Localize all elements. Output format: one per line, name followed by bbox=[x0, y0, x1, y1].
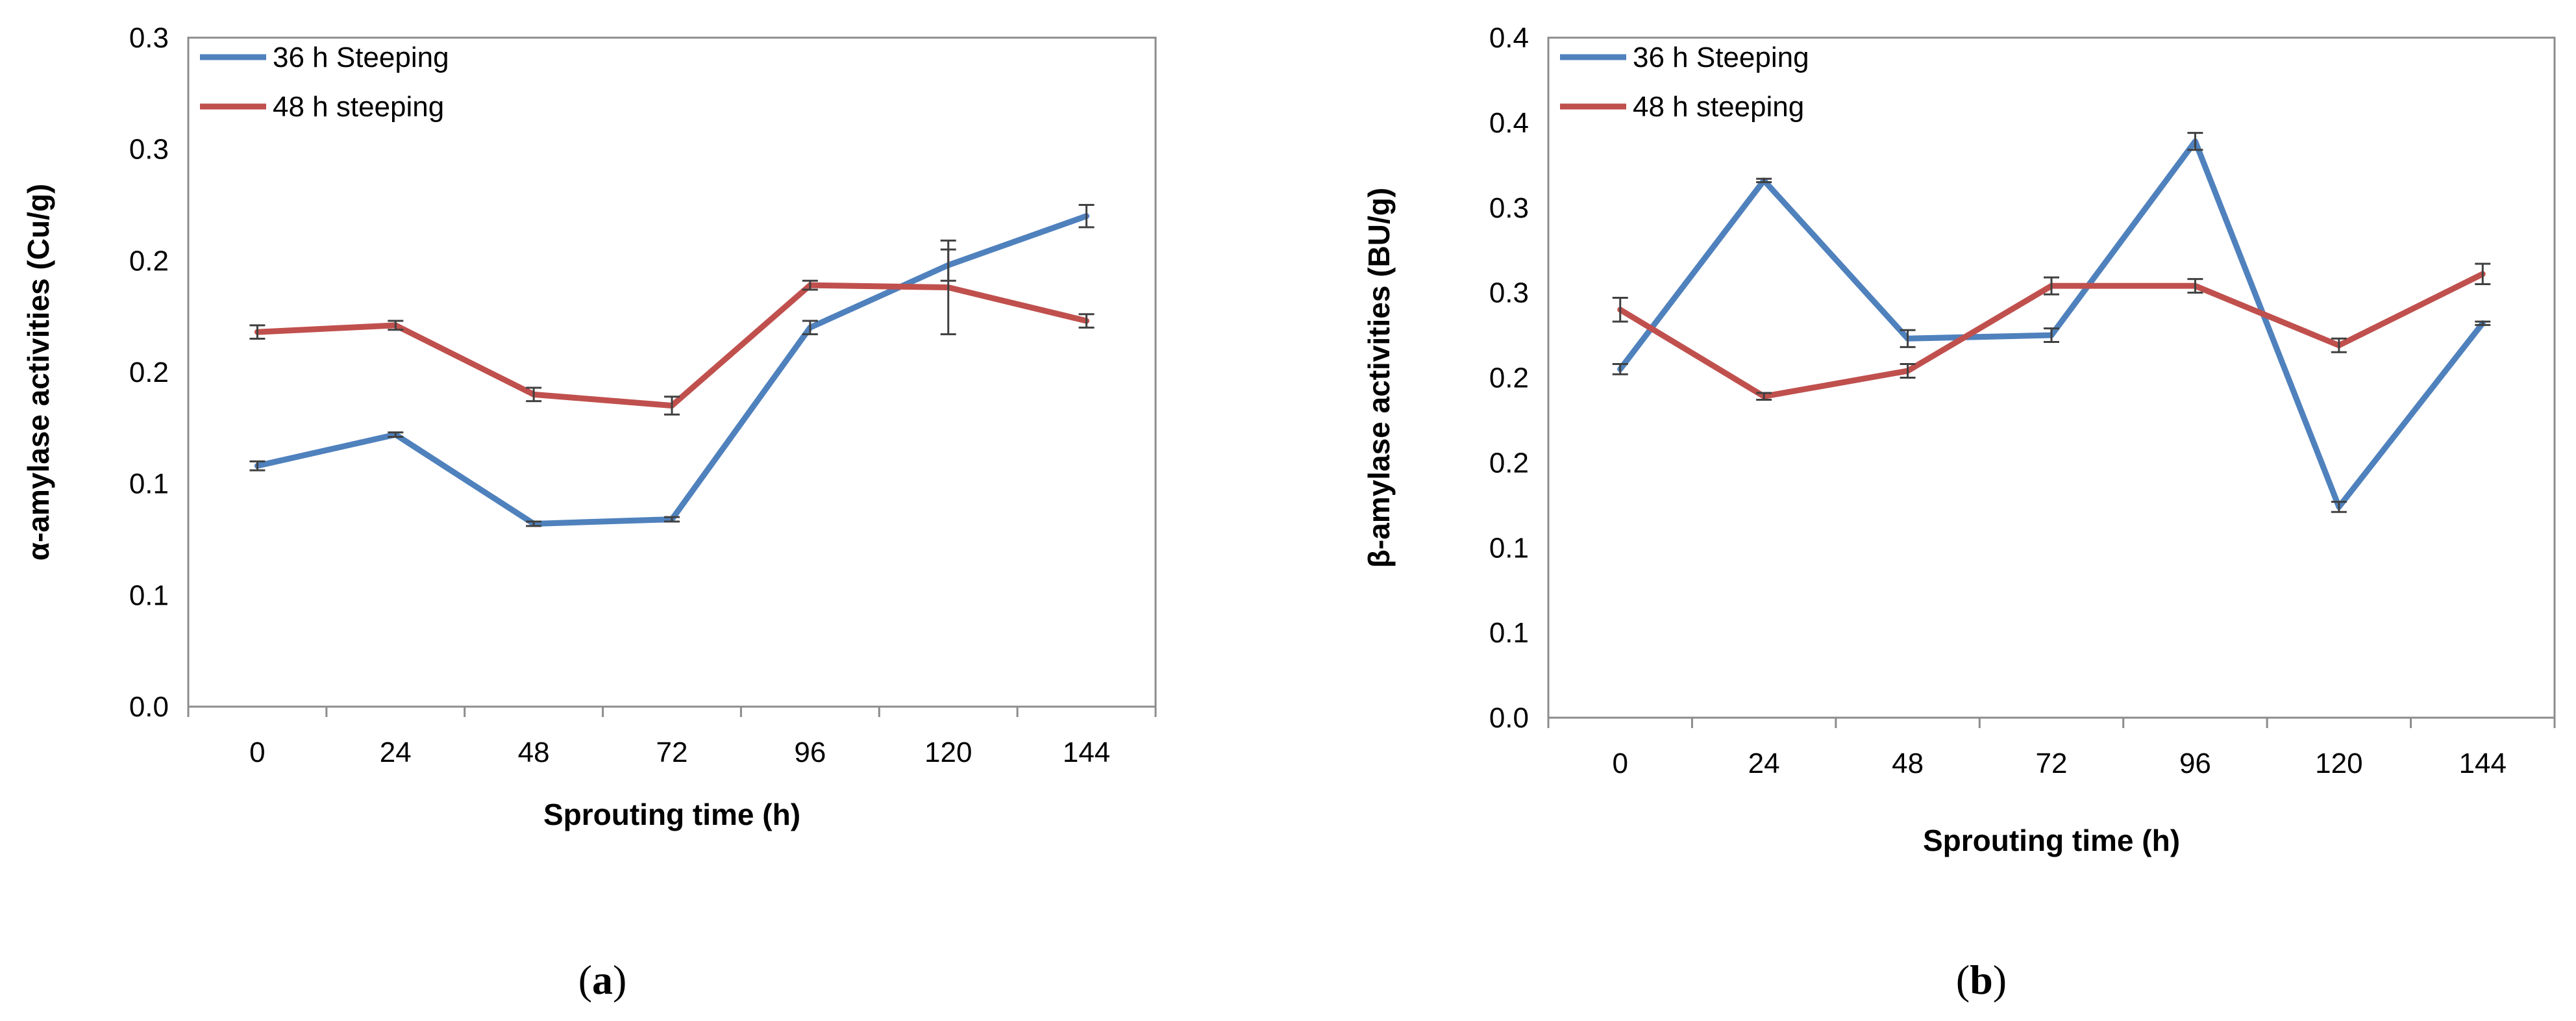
y-tick-label: 0.2 bbox=[1489, 447, 1529, 479]
x-tick-label: 96 bbox=[2179, 748, 2211, 779]
legend-label-2: 48 h steeping bbox=[273, 91, 444, 123]
y-tick-label: 0.3 bbox=[1489, 277, 1529, 309]
legend-label-1: 36 h Steeping bbox=[1633, 42, 1809, 73]
y-tick-label: 0.4 bbox=[1489, 22, 1529, 54]
chart-b: 0.0 0.1 0.1 0.2 0.2 0.3 0.3 0.4 0.4 0 24 48 72 96 120 1… bbox=[1362, 22, 2556, 1003]
x-tick-label: 0 bbox=[249, 737, 265, 768]
y-tick-label: 0.0 bbox=[1489, 702, 1529, 734]
x-tick-label: 144 bbox=[2459, 748, 2507, 779]
y-tick-label: 0.1 bbox=[129, 468, 169, 500]
x-tick-label: 48 bbox=[518, 737, 550, 768]
x-tick-label: 48 bbox=[1892, 748, 1924, 779]
y-tick-label: 0.3 bbox=[129, 22, 169, 54]
legend-label-1: 36 h Steeping bbox=[273, 42, 449, 73]
y-tick-label: 0.1 bbox=[1489, 617, 1529, 649]
y-tick-label: 0.2 bbox=[1489, 362, 1529, 394]
series-line-1 bbox=[254, 213, 1090, 527]
y-tick-label: 0.1 bbox=[1489, 532, 1529, 564]
plot-frame bbox=[1547, 36, 2556, 719]
x-tick-label: 24 bbox=[380, 737, 412, 768]
y-tick-label: 0.3 bbox=[1489, 192, 1529, 224]
y-tick-label: 0.2 bbox=[129, 245, 169, 277]
y-tick-label: 0.2 bbox=[129, 357, 169, 388]
series-line-1 bbox=[1617, 138, 2486, 510]
y-tick-label: 0.4 bbox=[1489, 107, 1529, 139]
panel-label: (a) bbox=[578, 957, 627, 1003]
x-tick-label: 72 bbox=[2036, 748, 2068, 779]
y-tick-label: 0.0 bbox=[129, 691, 169, 723]
x-tick-label: 24 bbox=[1748, 748, 1780, 779]
plot-frame bbox=[187, 36, 1157, 708]
x-axis-title: Sprouting time (h) bbox=[543, 798, 800, 831]
y-tick-label: 0.1 bbox=[129, 579, 169, 611]
y-axis-title: α-amylase activities (Cu/g) bbox=[21, 184, 55, 561]
series-line-2 bbox=[254, 282, 1090, 409]
y-axis-title: β-amylase activities (BU/g) bbox=[1362, 188, 1396, 568]
x-tick-label: 120 bbox=[924, 737, 972, 768]
x-tick-label: 96 bbox=[794, 737, 826, 768]
panel-label: (b) bbox=[1956, 957, 2007, 1003]
chart-a: 0.0 0.1 0.1 0.2 0.2 0.3 0.3 0 24 48 72 96 120 144 Spro… bbox=[21, 22, 1157, 1003]
x-tick-label: 144 bbox=[1063, 737, 1110, 768]
y-tick-label: 0.3 bbox=[129, 134, 169, 166]
x-tick-label: 120 bbox=[2315, 748, 2362, 779]
legend-label-2: 48 h steeping bbox=[1633, 91, 1804, 123]
x-axis-title: Sprouting time (h) bbox=[1923, 824, 2180, 857]
x-tick-label: 72 bbox=[656, 737, 688, 768]
x-tick-label: 0 bbox=[1612, 748, 1628, 779]
